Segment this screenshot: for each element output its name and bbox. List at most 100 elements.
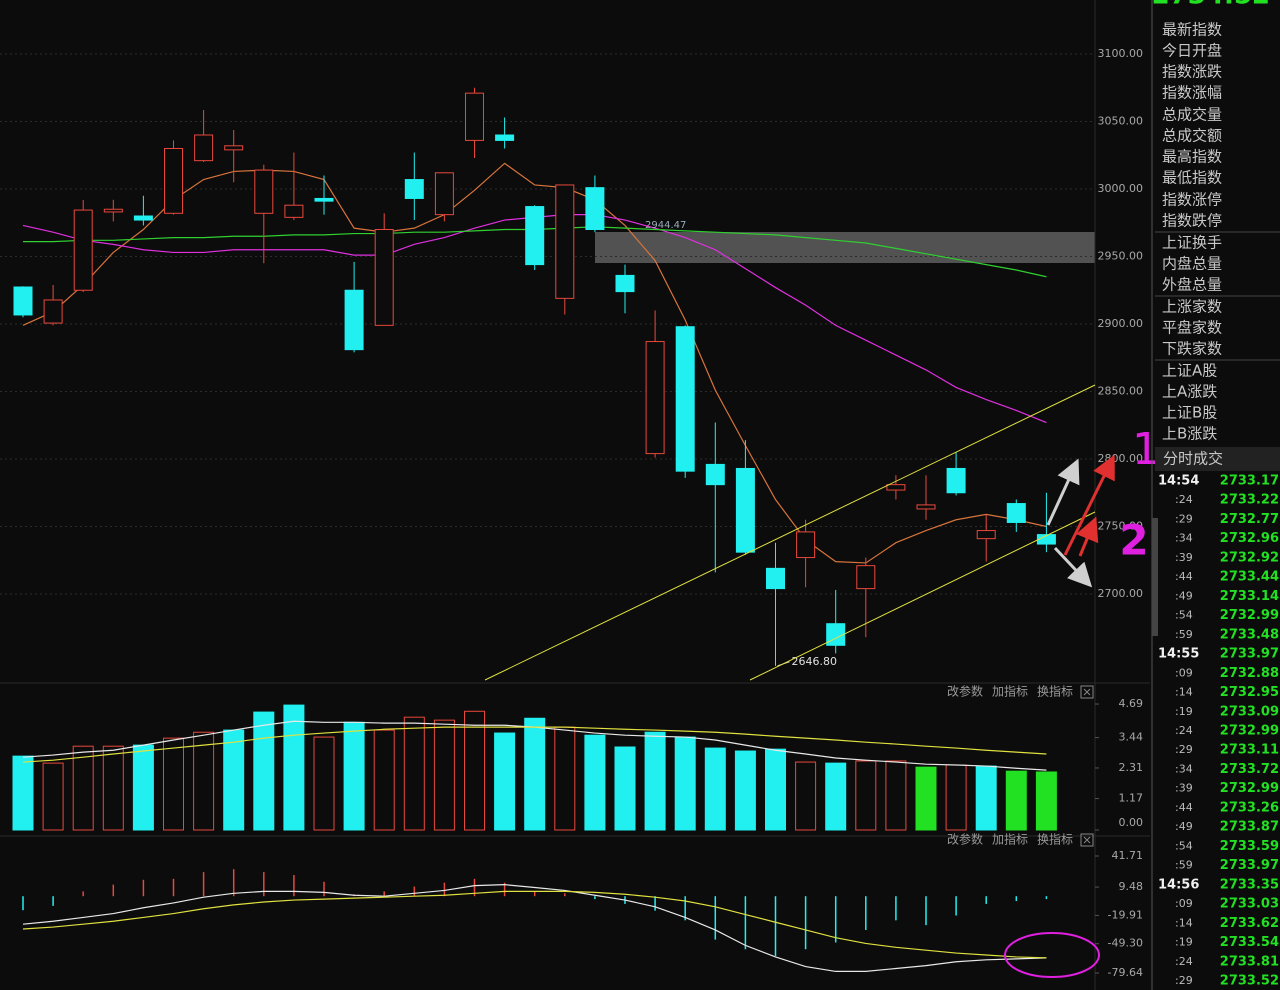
candle-body [133, 215, 153, 221]
candle-body [585, 187, 605, 231]
tick-price: 2732.99 [1220, 723, 1279, 738]
sidebar: 2734.52 最新指数今日开盘指数涨跌指数涨幅总成交量总成交额最高指数最低指数指… [1152, 0, 1280, 988]
tick-time: :54 [1175, 609, 1193, 622]
y-tick-label: 2950.00 [1098, 250, 1144, 263]
quote-field: 今日开盘 [1162, 42, 1222, 60]
quote-field: 上A涨跌 [1162, 383, 1217, 401]
tick-price: 2733.62 [1220, 916, 1279, 931]
candle-body [73, 209, 93, 291]
trend-line [484, 384, 1096, 681]
candle-body [284, 204, 304, 218]
candle-body [1006, 503, 1026, 523]
toolbar-button[interactable]: 加指标 [992, 832, 1028, 847]
tick-time: 14:54 [1158, 474, 1199, 489]
tick-time: :39 [1175, 782, 1193, 795]
quote-field: 下跌家数 [1162, 340, 1222, 358]
volume-bar [283, 704, 305, 831]
y-tick-label: -79.64 [1108, 966, 1143, 979]
highlight-ellipse [1004, 932, 1100, 978]
scrollbar[interactable] [1152, 518, 1158, 636]
y-tick-label: 3.44 [1119, 731, 1144, 744]
tick-time: :19 [1175, 936, 1193, 949]
toolbar-button[interactable]: 改参数 [947, 832, 983, 847]
quote-field: 最低指数 [1162, 169, 1222, 187]
y-tick-label: 2900.00 [1098, 317, 1144, 330]
tick-time: :29 [1175, 974, 1193, 987]
quote-field: 最新指数 [1162, 21, 1222, 39]
quote-field: 总成交量 [1162, 106, 1222, 124]
volume-bar [975, 765, 997, 831]
volume-bar [313, 736, 335, 831]
volume-bar [554, 726, 576, 831]
tick-time: :59 [1175, 628, 1193, 641]
tick-price: 2733.11 [1220, 743, 1279, 758]
close-icon [1083, 836, 1091, 844]
volume-bar [584, 734, 606, 831]
quote-field: 最高指数 [1162, 148, 1222, 166]
candle-body [465, 92, 484, 141]
toolbar-button[interactable]: 换指标 [1037, 684, 1073, 699]
tick-time: :49 [1175, 820, 1193, 833]
tick-time: :44 [1175, 801, 1193, 814]
y-tick-label: 3100.00 [1098, 47, 1144, 60]
tick-price: 2733.09 [1220, 704, 1279, 719]
volume-bar [42, 762, 64, 831]
tick-time: :24 [1175, 493, 1193, 506]
candle-body [675, 326, 695, 472]
volume-bar [795, 761, 817, 831]
tick-time: 14:55 [1158, 647, 1199, 662]
candle-body [826, 623, 846, 646]
ticker-title: 分时成交 [1163, 450, 1223, 468]
candle-body [1036, 534, 1056, 545]
y-tick-label: 1.17 [1119, 792, 1144, 805]
quote-field: 上证A股 [1162, 362, 1217, 380]
y-tick-label: 0.00 [1119, 816, 1144, 829]
close-button[interactable] [1080, 685, 1094, 699]
candle-body [13, 286, 33, 316]
volume-bar [1005, 770, 1027, 831]
volume-bar [945, 764, 967, 831]
indicator-line [22, 162, 1047, 564]
tick-time: :09 [1175, 666, 1193, 679]
latest-quote: 2734.52 [1152, 0, 1270, 11]
tick-price: 2732.88 [1220, 666, 1279, 681]
y-tick-label: 9.48 [1119, 880, 1144, 893]
y-tick-label: 2750.00 [1098, 520, 1144, 533]
candle-body [103, 208, 123, 213]
hand-note: 2 [1119, 516, 1148, 565]
toolbar-button[interactable]: 换指标 [1037, 832, 1073, 847]
volume-bar [193, 731, 215, 831]
volume-bar [132, 744, 154, 831]
toolbar-button[interactable]: 改参数 [947, 684, 983, 699]
candle-body [856, 565, 876, 590]
candle-body [886, 484, 906, 491]
tick-price: 2733.54 [1220, 935, 1279, 950]
tick-time: :14 [1175, 686, 1193, 699]
quote-field: 上B涨跌 [1162, 425, 1217, 443]
candle-body [314, 197, 334, 202]
tick-price: 2732.99 [1220, 781, 1279, 796]
arrow [1063, 454, 1115, 556]
candle-body [645, 341, 665, 455]
y-tick-label: 2700.00 [1098, 587, 1144, 600]
toolbar-button[interactable]: 加指标 [992, 684, 1028, 699]
volume-bar [12, 755, 34, 831]
price-panel: 2700.002750.002800.002850.002900.002950.… [0, 47, 1160, 668]
candle-body [615, 274, 635, 293]
tick-time: :49 [1175, 589, 1193, 602]
tick-time: 14:56 [1158, 877, 1199, 892]
arrow [1046, 458, 1080, 526]
tick-time: :24 [1175, 955, 1193, 968]
tick-price: 2732.96 [1220, 531, 1279, 546]
quote-field: 总成交额 [1162, 127, 1222, 145]
y-tick-label: 2850.00 [1098, 385, 1144, 398]
tick-price: 2733.03 [1220, 897, 1279, 912]
drawings-over [484, 384, 1115, 978]
volume-bar [644, 731, 666, 831]
tick-time: :39 [1175, 551, 1193, 564]
close-button[interactable] [1080, 833, 1094, 847]
price-zone [595, 232, 1095, 263]
candle-body [555, 184, 575, 299]
quote-field: 指数跌停 [1162, 212, 1222, 230]
